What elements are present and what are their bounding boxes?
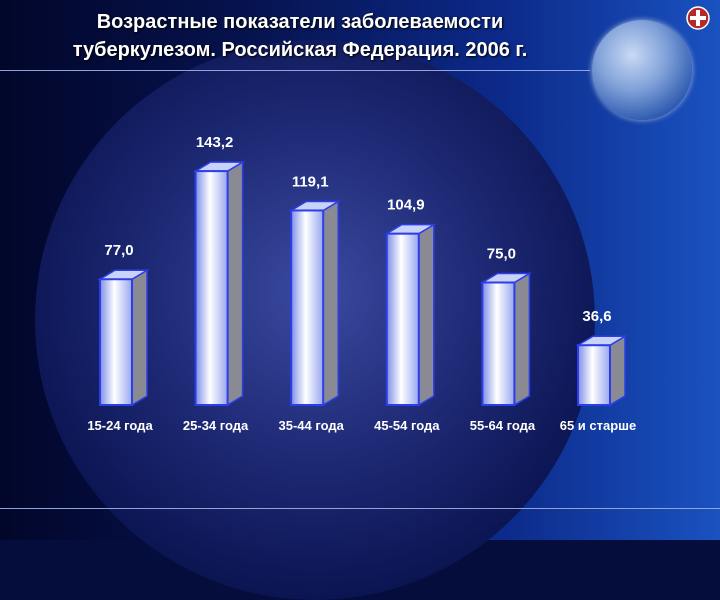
bar-front: [385, 232, 420, 406]
bar-front: [290, 209, 325, 406]
bottom-divider: [0, 508, 720, 509]
bar-5: [479, 272, 533, 407]
value-label: 36,6: [582, 308, 611, 325]
title-line-2: туберкулезом. Российская Федерация. 2006…: [72, 39, 528, 61]
bar-front: [99, 278, 133, 407]
category-label: 15-24 года: [87, 418, 153, 433]
value-label: 77,0: [104, 242, 133, 259]
value-label: 143,2: [196, 134, 234, 151]
bar-1: [97, 268, 150, 407]
bar-3: [288, 200, 341, 407]
bar-side: [513, 272, 531, 407]
value-label: 75,0: [487, 246, 516, 263]
bar-chart: 77,0 143,2 119,1 104,9 75,0 36,6 15-24 года 25…: [87, 134, 637, 433]
value-label: 104,9: [387, 197, 425, 214]
bar-6: [575, 334, 628, 407]
bar-2: [192, 160, 246, 407]
logo-icon: [686, 6, 710, 30]
bar-side: [609, 334, 626, 407]
slide-title: Возрастные показатели заболеваемости туб…: [0, 8, 600, 64]
category-label: 35-44 года: [279, 418, 345, 433]
bar-side: [418, 223, 435, 407]
title-divider: [0, 70, 590, 71]
bar-side: [226, 160, 244, 407]
category-label: 65 и старше: [560, 418, 637, 433]
globe-photo-icon: [592, 20, 692, 120]
bar-side: [322, 200, 339, 407]
bar-side: [131, 268, 148, 407]
bar-front: [577, 344, 611, 406]
category-label: 45-54 года: [374, 418, 440, 433]
bar-front: [194, 170, 229, 406]
category-label: 55-64 года: [470, 418, 536, 433]
value-label: 119,1: [292, 173, 329, 190]
bar-front: [481, 281, 516, 406]
bar-4: [384, 223, 437, 407]
title-line-1: Возрастные показатели заболеваемости: [96, 11, 504, 33]
category-label: 25-34 года: [183, 418, 249, 433]
